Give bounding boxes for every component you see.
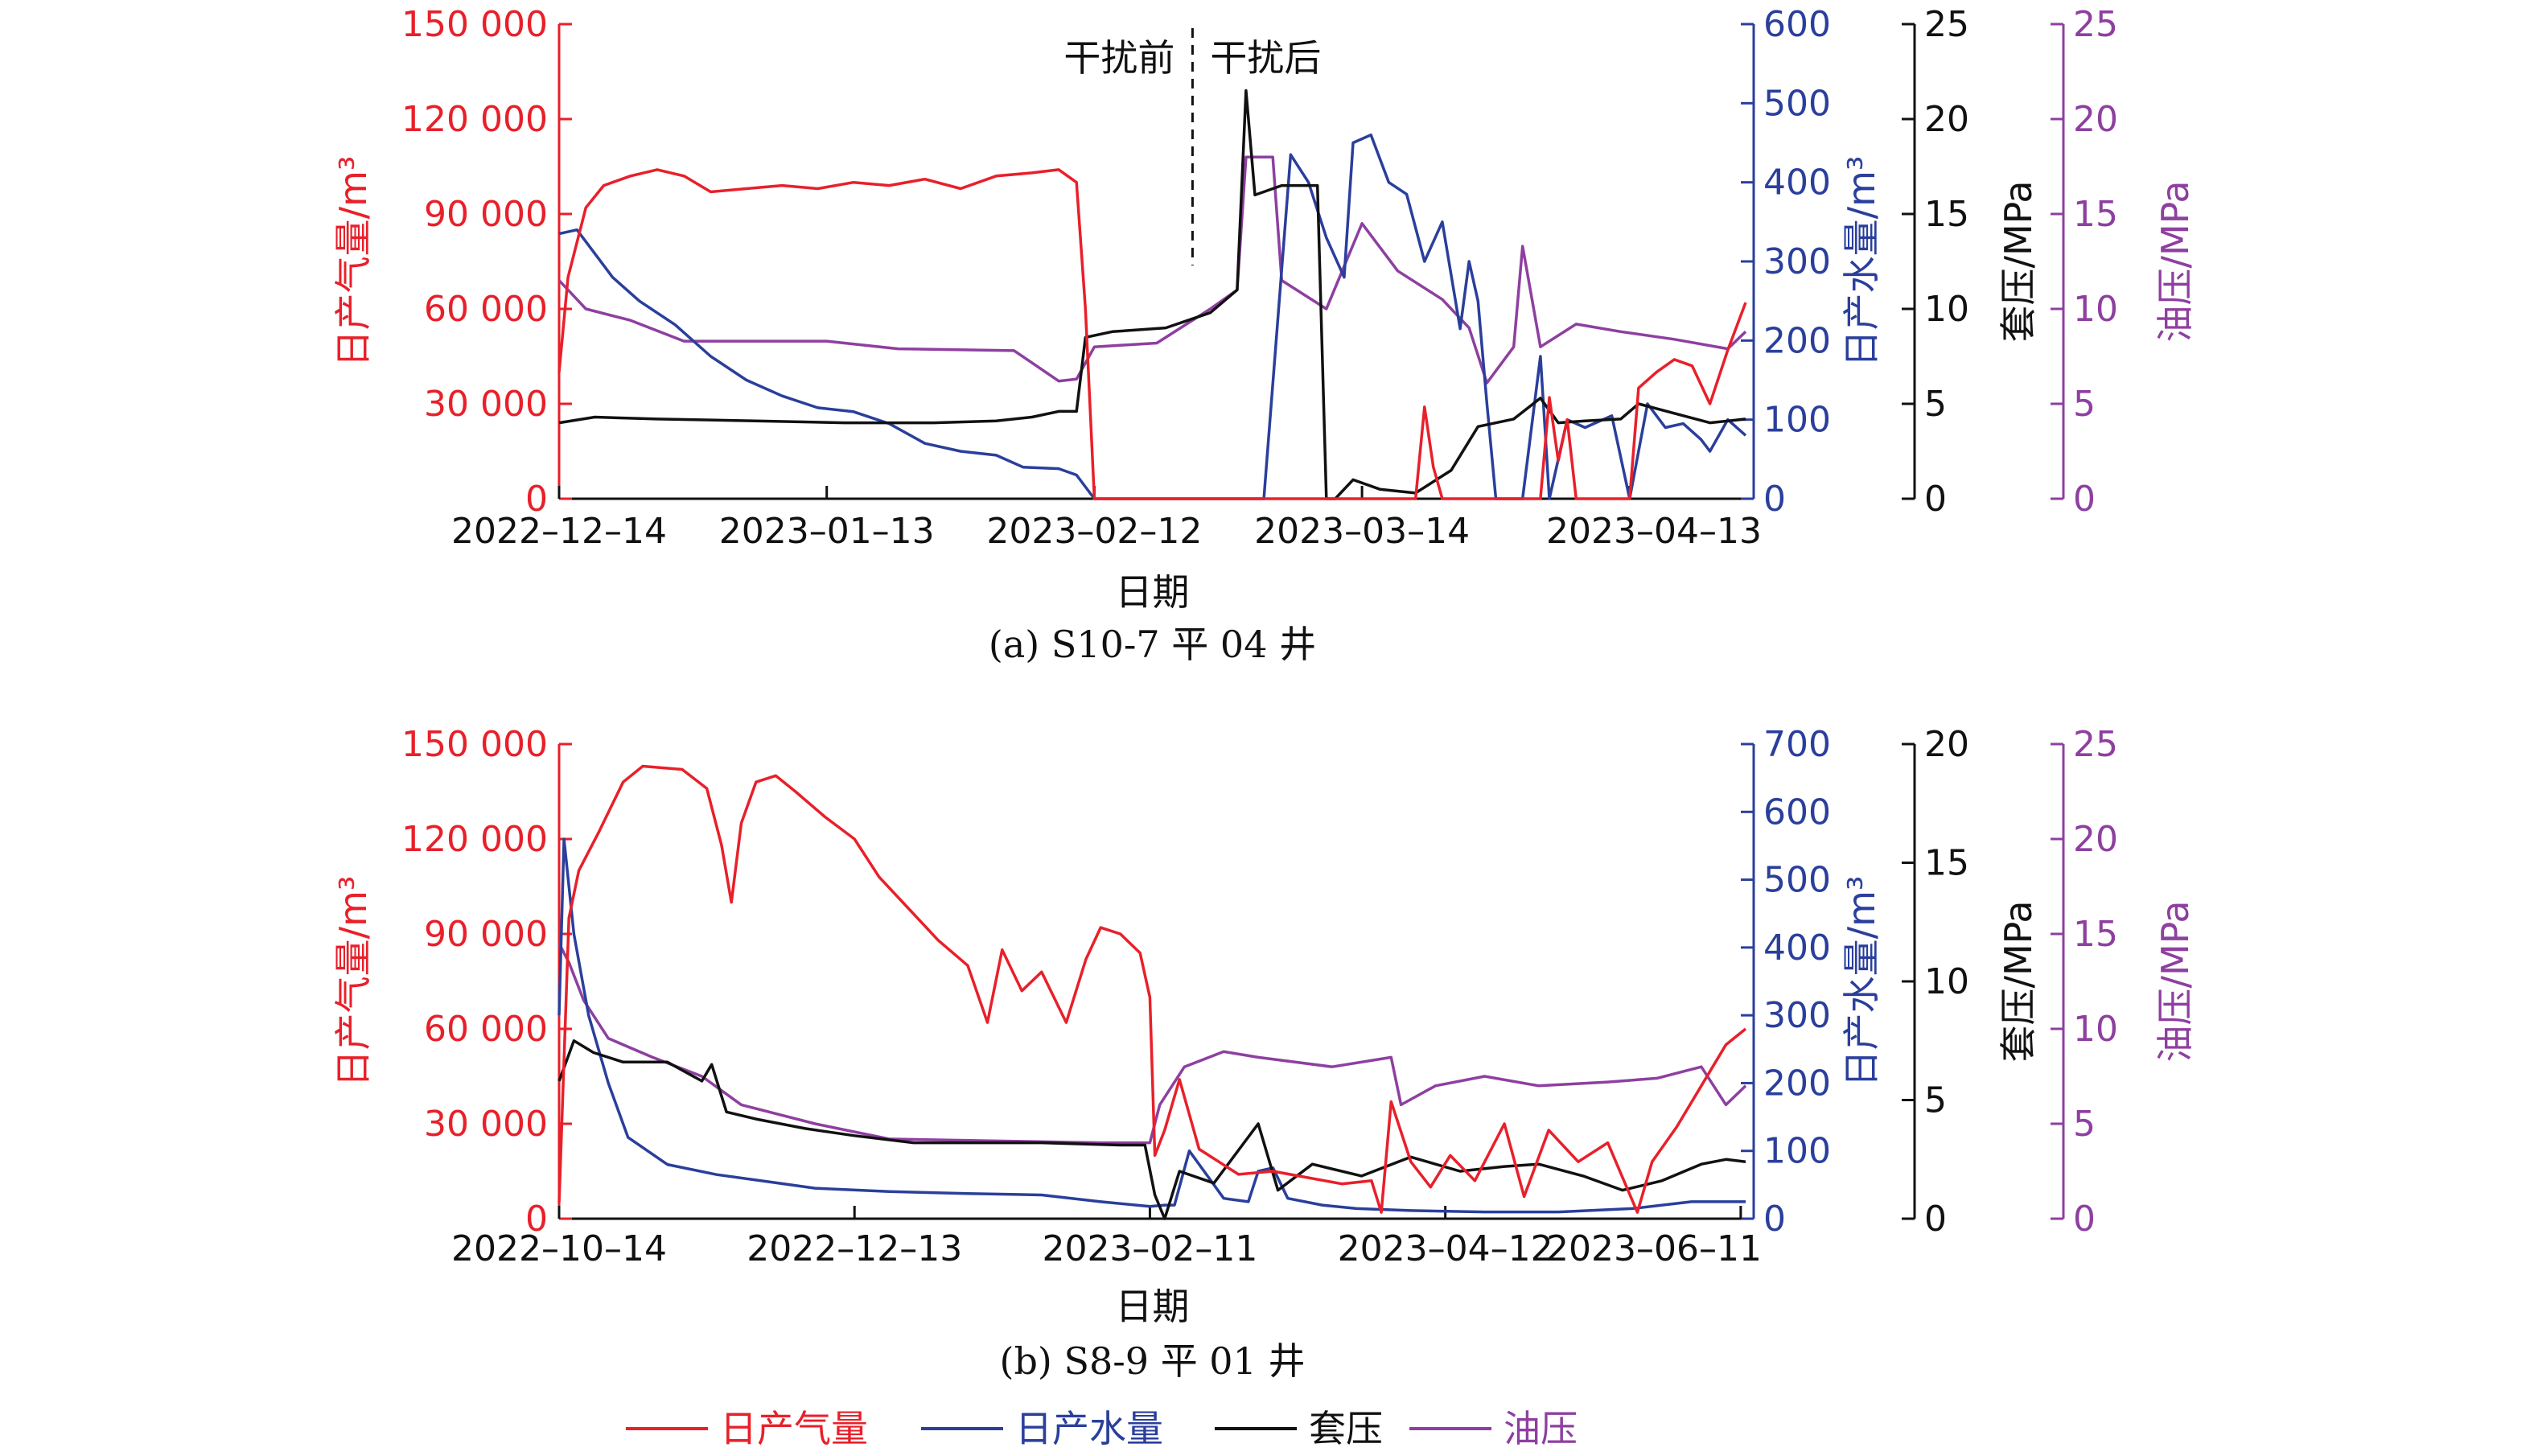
gas-tick-label: 120 000	[401, 819, 548, 860]
gas-tick-label: 0	[525, 479, 548, 520]
casing-tick-label: 5	[1924, 384, 1947, 425]
gas-axis-title: 日产气量/m³	[331, 876, 375, 1088]
water-tick-label: 700	[1763, 724, 1831, 765]
casing-axis-title: 套压/MPa	[1997, 900, 2040, 1062]
x-tick-label: 2023–04–13	[1546, 511, 1762, 552]
casing-tick-label: 0	[1924, 1199, 1947, 1240]
casing-tick-label: 15	[1924, 843, 1969, 884]
gas-tick-label: 60 000	[424, 1009, 548, 1050]
water-tick-label: 300	[1763, 241, 1831, 282]
water-tick-label: 100	[1763, 400, 1831, 441]
x-tick-label: 2023–04–12	[1338, 1228, 1553, 1269]
gas-tick-label: 150 000	[401, 4, 548, 45]
casing-tick-label: 5	[1924, 1080, 1947, 1121]
tubing-tick-label: 10	[2073, 1009, 2118, 1050]
annotation-before: 干扰前	[1063, 36, 1174, 80]
casing-tick-label: 15	[1924, 194, 1969, 235]
legend: 日产气量 日产水量 套压 油压	[626, 1407, 1578, 1450]
tubing-tick-label: 5	[2073, 1104, 2096, 1145]
gas-tick-label: 60 000	[424, 289, 548, 330]
water-tick-label: 400	[1763, 162, 1831, 204]
x-tick-label: 2022–12–14	[451, 511, 667, 552]
casing-tick-label: 10	[1924, 289, 1969, 330]
legend-label: 套压	[1309, 1407, 1383, 1450]
legend-label: 日产水量	[1015, 1407, 1163, 1450]
casing-tick-label: 0	[1924, 479, 1947, 520]
water-series-line	[558, 133, 1747, 500]
casing-series-line	[557, 1039, 1746, 1220]
tubing-tick-label: 25	[2073, 724, 2118, 765]
gas-axis-title: 日产气量/m³	[331, 156, 375, 368]
tubing-tick-label: 20	[2073, 99, 2118, 140]
tubing-axis-title: 油压/MPa	[2153, 900, 2197, 1062]
legend-label: 油压	[1504, 1407, 1578, 1450]
casing-tick-label: 10	[1924, 961, 1969, 1002]
tubing-axis-title: 油压/MPa	[2153, 180, 2197, 342]
tubing-tick-label: 10	[2073, 289, 2118, 330]
tubing-series-line	[557, 155, 1747, 385]
water-tick-label: 0	[1763, 1199, 1786, 1240]
x-tick-label: 2022–12–13	[747, 1228, 962, 1269]
water-tick-label: 200	[1763, 320, 1831, 361]
gas-tick-label: 90 000	[424, 194, 548, 235]
tubing-tick-label: 0	[2073, 1199, 2096, 1240]
water-tick-label: 200	[1763, 1063, 1831, 1104]
gas-series-line	[557, 168, 1747, 500]
casing-tick-label: 20	[1924, 724, 1969, 765]
water-tick-label: 300	[1763, 995, 1831, 1036]
tubing-tick-label: 20	[2073, 819, 2118, 860]
x-tick-label: 2022–10–14	[451, 1228, 667, 1269]
gas-series-line	[557, 764, 1747, 1214]
gas-tick-label: 150 000	[401, 724, 548, 765]
x-axis-title: 日期	[1116, 570, 1190, 614]
water-tick-label: 0	[1763, 479, 1786, 520]
water-tick-label: 100	[1763, 1131, 1831, 1172]
legend-label: 日产气量	[720, 1407, 868, 1450]
panel-caption: (b) S8-9 平 01 井	[1000, 1339, 1306, 1383]
gas-tick-label: 0	[525, 1199, 548, 1240]
tubing-tick-label: 5	[2073, 384, 2096, 425]
water-tick-label: 600	[1763, 4, 1831, 45]
x-axis-title: 日期	[1116, 1285, 1190, 1328]
x-tick-label: 2023–01–13	[719, 511, 935, 552]
casing-series-line	[558, 88, 1746, 500]
gas-tick-label: 90 000	[424, 914, 548, 955]
water-series-line	[557, 837, 1746, 1214]
water-axis-title: 日产水量/m³	[1840, 876, 1883, 1088]
water-axis-title: 日产水量/m³	[1840, 156, 1883, 368]
water-tick-label: 600	[1763, 792, 1831, 833]
tubing-tick-label: 25	[2073, 4, 2118, 45]
tubing-tick-label: 15	[2073, 194, 2118, 235]
x-tick-label: 2023–02–12	[986, 511, 1202, 552]
water-tick-label: 500	[1763, 83, 1831, 124]
annotation-after: 干扰后	[1210, 36, 1321, 80]
casing-tick-label: 25	[1924, 4, 1969, 45]
casing-tick-label: 20	[1924, 99, 1969, 140]
x-tick-label: 2023–02–11	[1042, 1228, 1257, 1269]
gas-tick-label: 30 000	[424, 1104, 548, 1145]
water-tick-label: 500	[1763, 860, 1831, 901]
x-tick-label: 2023–03–14	[1254, 511, 1470, 552]
panel-caption: (a) S10-7 平 04 井	[989, 623, 1316, 666]
gas-tick-label: 120 000	[401, 99, 548, 140]
tubing-tick-label: 15	[2073, 914, 2118, 955]
gas-tick-label: 30 000	[424, 384, 548, 425]
x-tick-label: 2023–06–11	[1546, 1228, 1762, 1269]
tubing-tick-label: 0	[2073, 479, 2096, 520]
water-tick-label: 400	[1763, 927, 1831, 969]
casing-axis-title: 套压/MPa	[1997, 180, 2040, 342]
